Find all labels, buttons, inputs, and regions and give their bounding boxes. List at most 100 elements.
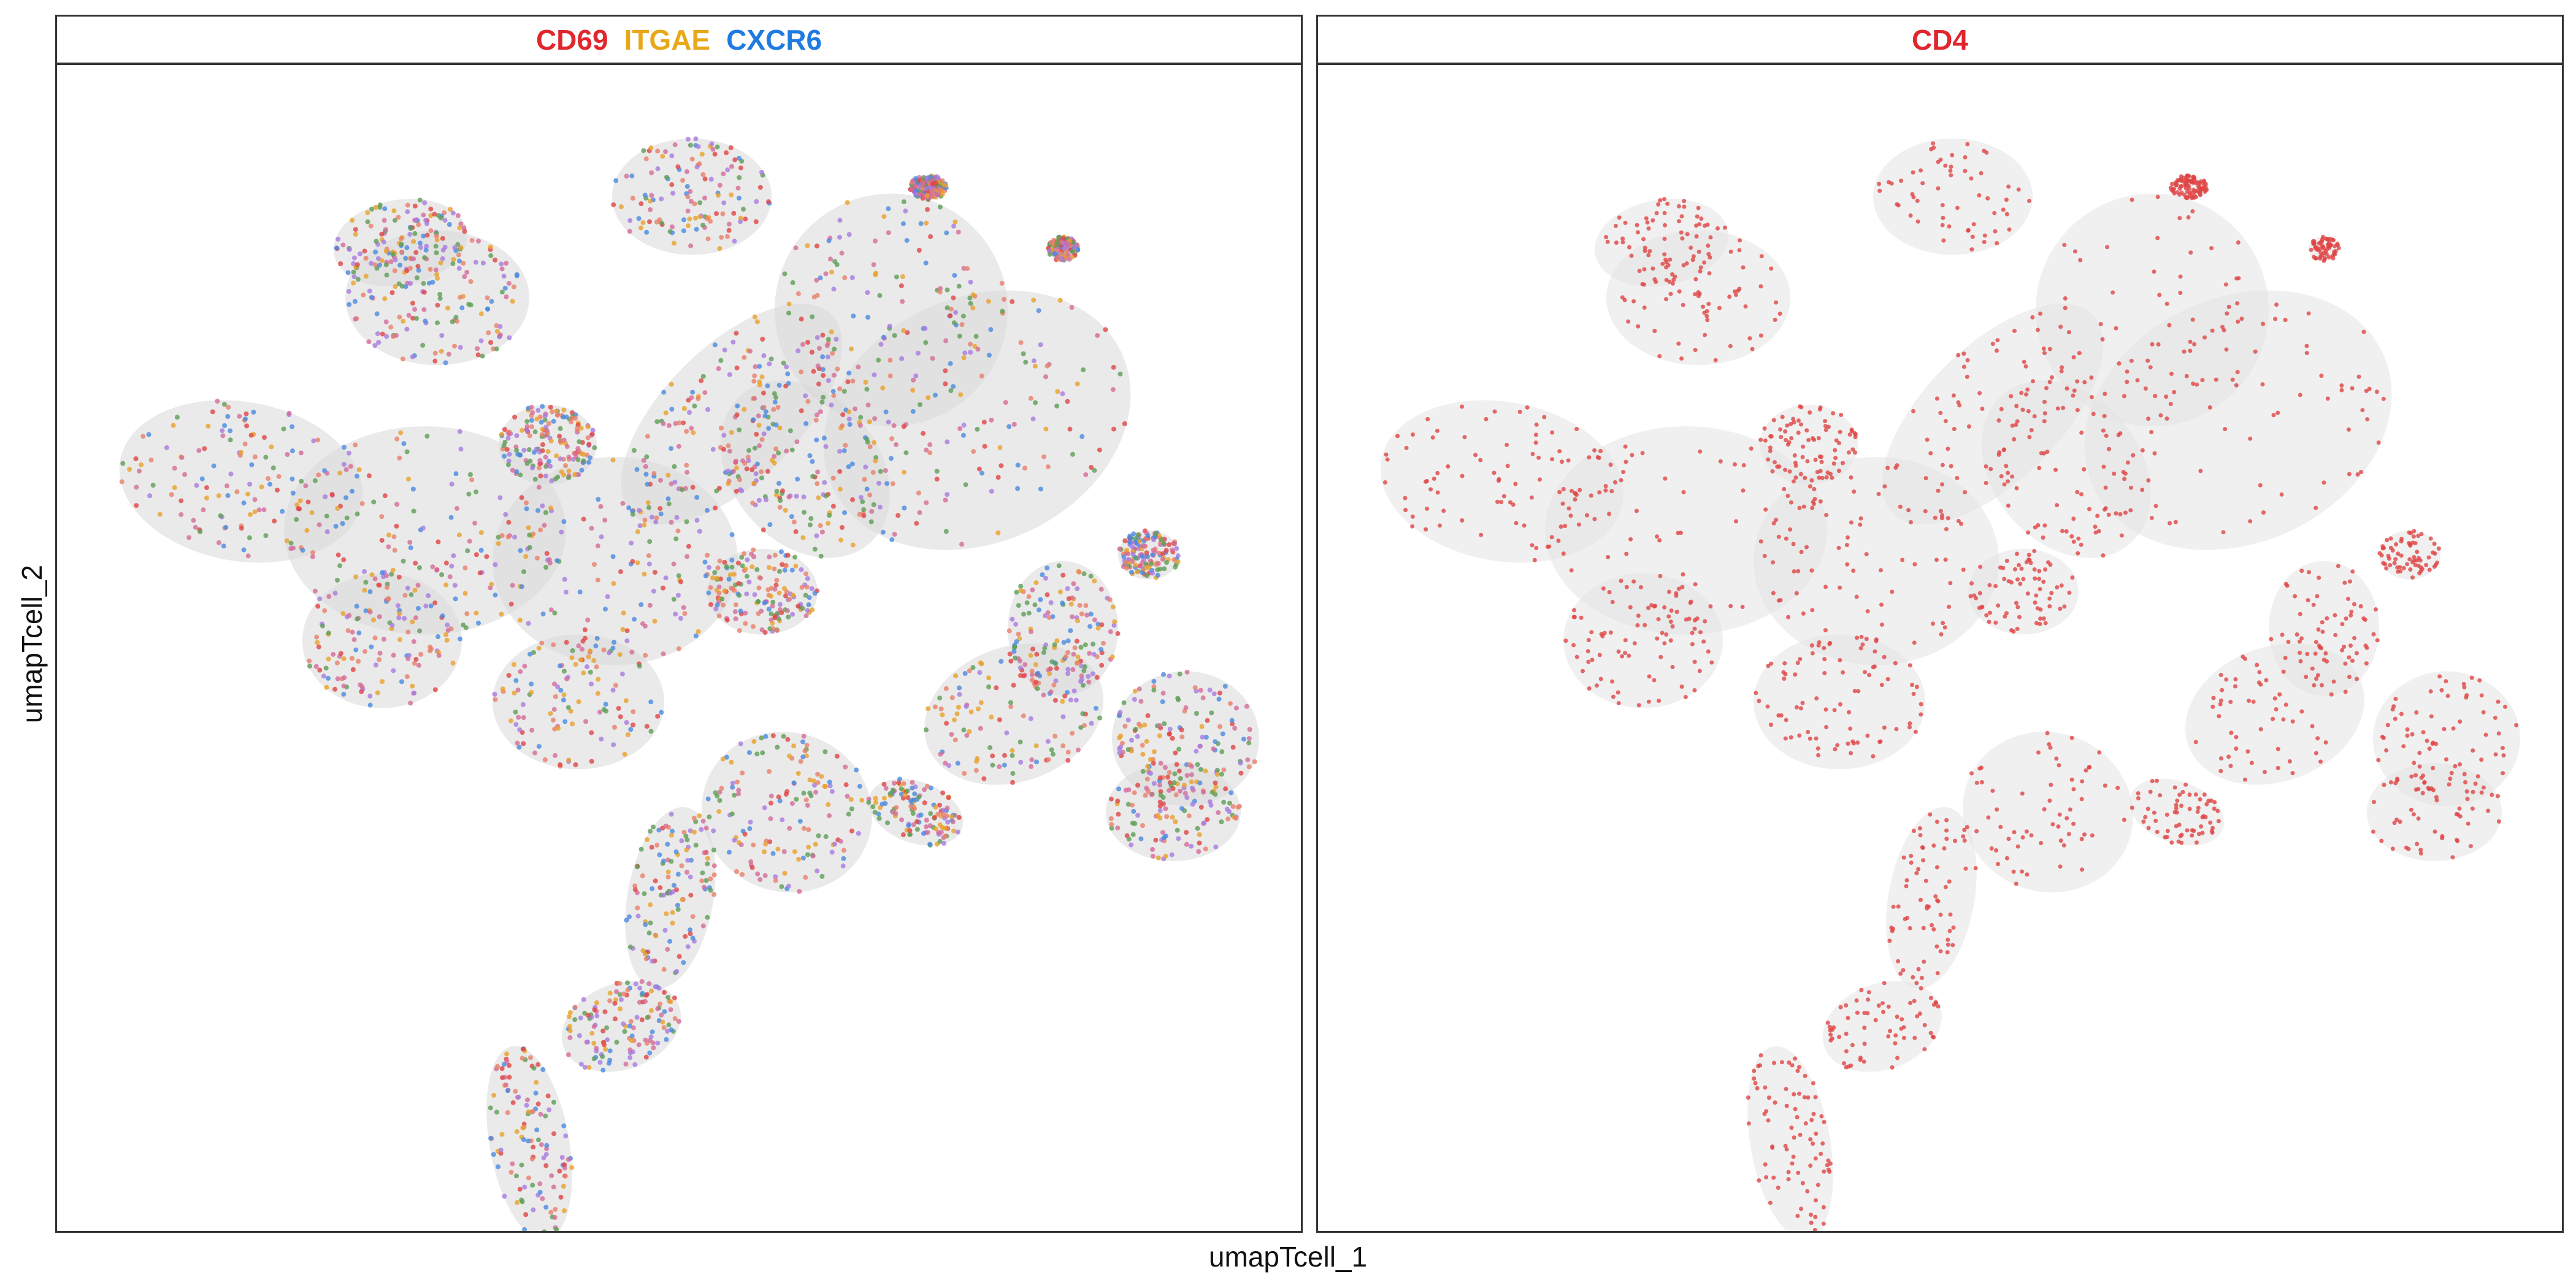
data-point <box>1820 1141 1825 1146</box>
data-point <box>1802 1095 1807 1100</box>
data-point <box>468 302 473 308</box>
data-point <box>702 559 708 565</box>
data-point <box>970 305 976 311</box>
data-point <box>832 372 837 378</box>
data-point <box>2093 524 2098 529</box>
data-point <box>1098 646 1104 652</box>
data-point <box>1028 396 1033 401</box>
data-point <box>2235 301 2240 306</box>
data-point <box>677 420 682 426</box>
data-point <box>519 1197 524 1203</box>
data-point <box>786 310 792 316</box>
data-point <box>2039 451 2044 456</box>
data-point <box>2037 621 2042 626</box>
data-point <box>834 753 840 759</box>
data-point <box>687 217 692 222</box>
data-point <box>1965 358 1970 362</box>
data-point <box>1065 749 1071 755</box>
data-point <box>379 537 385 543</box>
data-point <box>815 772 821 777</box>
data-point <box>1891 926 1896 931</box>
data-point <box>1112 619 1117 624</box>
data-point <box>924 818 929 823</box>
data-point <box>1931 141 1936 146</box>
data-point <box>645 500 651 505</box>
data-point <box>2195 840 2199 845</box>
data-point <box>2207 405 2212 410</box>
data-point <box>518 669 523 675</box>
data-point <box>457 225 462 231</box>
data-point <box>439 348 444 354</box>
data-point <box>523 1212 529 1217</box>
data-point <box>1213 739 1218 745</box>
data-point <box>390 251 396 257</box>
data-point <box>1880 622 1884 627</box>
data-point <box>1606 554 1611 559</box>
data-point <box>367 702 373 708</box>
data-point <box>356 630 362 635</box>
data-point <box>1018 739 1023 745</box>
data-point <box>837 469 843 474</box>
data-point <box>1642 267 1647 272</box>
data-point <box>664 911 669 916</box>
data-point <box>2126 460 2130 465</box>
data-point <box>798 759 803 764</box>
data-point <box>548 464 553 469</box>
data-point <box>369 644 374 650</box>
data-point <box>746 579 752 585</box>
data-point <box>567 1035 573 1040</box>
data-point <box>605 1037 610 1043</box>
data-point <box>1655 534 1659 539</box>
data-point <box>2374 607 2378 612</box>
data-point <box>705 236 711 242</box>
data-point <box>1821 1221 1826 1226</box>
data-point <box>1161 672 1166 677</box>
data-point <box>658 511 664 516</box>
data-point <box>491 346 496 351</box>
data-point <box>1571 615 1576 619</box>
data-point <box>1135 813 1141 818</box>
data-point <box>688 874 693 880</box>
data-point <box>800 739 805 745</box>
data-point <box>713 505 718 511</box>
data-point <box>1170 547 1175 553</box>
data-point <box>793 529 799 534</box>
data-point <box>404 245 410 250</box>
data-point <box>772 461 777 466</box>
data-point <box>410 486 416 492</box>
data-point <box>2155 778 2159 783</box>
data-point <box>347 302 352 307</box>
data-point <box>2236 240 2241 245</box>
data-point <box>473 610 479 616</box>
data-point <box>119 479 125 485</box>
data-point <box>2047 347 2052 351</box>
data-point <box>1071 651 1076 657</box>
data-point <box>1635 223 1639 228</box>
data-point <box>583 719 588 724</box>
data-point <box>1219 772 1224 777</box>
data-point <box>1795 705 1799 710</box>
data-point <box>1156 561 1161 566</box>
data-point <box>789 447 795 453</box>
data-point <box>412 203 418 209</box>
data-point <box>2024 392 2029 397</box>
data-point <box>1115 798 1121 803</box>
data-point <box>688 828 693 834</box>
data-point <box>508 1170 514 1175</box>
data-point <box>934 477 940 482</box>
data-point <box>193 524 198 530</box>
data-point <box>744 573 749 579</box>
data-point <box>596 677 601 682</box>
data-point <box>937 289 943 295</box>
data-point <box>486 330 491 335</box>
data-point <box>740 563 745 569</box>
data-point <box>689 395 694 401</box>
data-point <box>1814 1198 1818 1203</box>
data-point <box>759 608 764 614</box>
data-point <box>820 367 826 372</box>
data-point <box>1029 757 1035 762</box>
data-point <box>563 1133 569 1139</box>
data-point <box>653 519 659 525</box>
data-point <box>756 497 762 503</box>
data-point <box>1608 462 1613 467</box>
